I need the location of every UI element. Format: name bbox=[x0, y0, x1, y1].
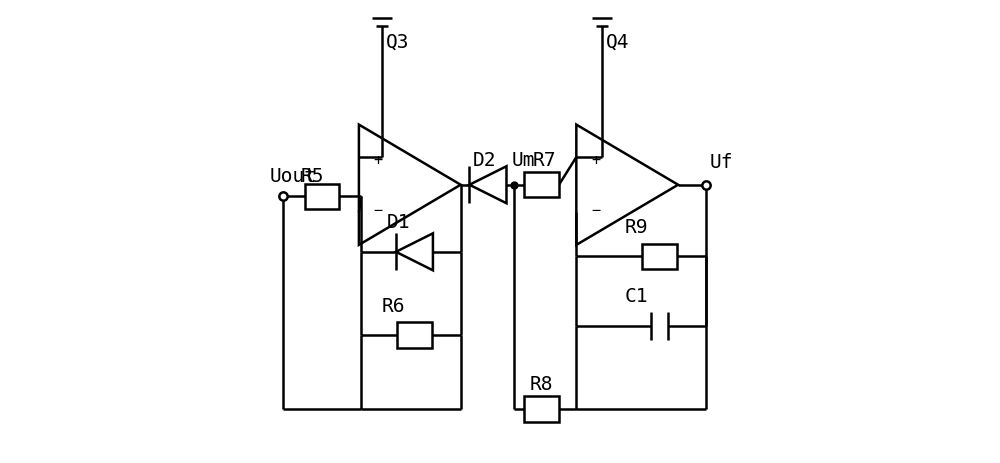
Bar bbox=[305, 184, 339, 210]
Bar bbox=[642, 244, 677, 269]
Bar bbox=[397, 323, 432, 348]
Bar bbox=[524, 396, 559, 422]
Text: −: − bbox=[374, 203, 383, 218]
Text: −: − bbox=[591, 203, 600, 218]
Text: Q3: Q3 bbox=[386, 33, 409, 52]
Text: D1: D1 bbox=[387, 213, 410, 232]
Text: R8: R8 bbox=[530, 375, 554, 393]
Text: R9: R9 bbox=[625, 218, 648, 237]
Text: Um: Um bbox=[512, 150, 535, 169]
Text: +: + bbox=[374, 153, 383, 168]
Text: C1: C1 bbox=[625, 287, 648, 306]
Text: Q4: Q4 bbox=[605, 33, 629, 52]
Text: R7: R7 bbox=[532, 150, 556, 169]
Bar bbox=[524, 173, 559, 198]
Text: Uf: Uf bbox=[710, 153, 733, 172]
Text: +: + bbox=[591, 153, 600, 168]
Text: D2: D2 bbox=[473, 150, 497, 169]
Text: R6: R6 bbox=[382, 296, 406, 315]
Text: R5: R5 bbox=[301, 167, 325, 186]
Text: Uout: Uout bbox=[270, 167, 317, 186]
